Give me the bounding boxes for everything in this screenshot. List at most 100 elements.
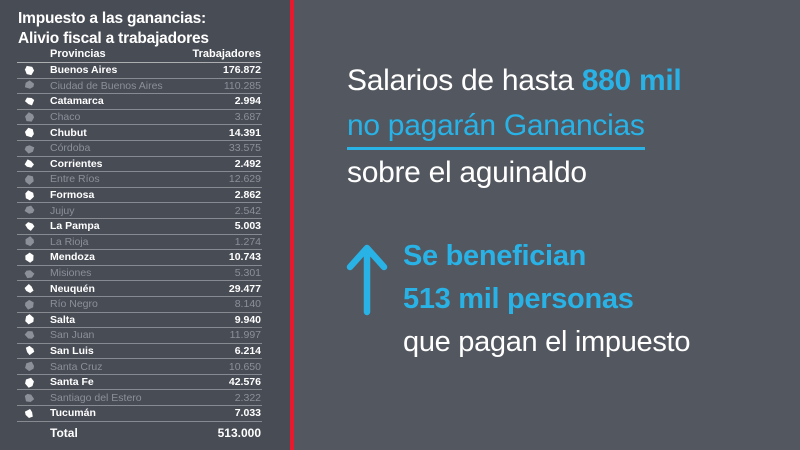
table-row: Chaco 3.687 [17, 110, 262, 126]
workers-count: 110.285 [223, 79, 261, 92]
province-shape-icon [23, 236, 35, 248]
table-row: Buenos Aires 176.872 [17, 63, 262, 79]
ganancias-link[interactable]: no pagarán Ganancias [347, 108, 645, 150]
panel-title-line1: Impuesto a las ganancias: [18, 10, 206, 27]
province-name: Misiones [50, 267, 92, 280]
red-divider [290, 0, 294, 450]
table-row: San Luis 6.214 [17, 344, 262, 360]
table-row: Tucumán 7.033 [17, 406, 262, 422]
table-row: San Juan 11.997 [17, 328, 262, 344]
workers-count: 8.140 [234, 298, 261, 311]
table-body: Buenos Aires 176.872 Ciudad de Buenos Ai… [17, 63, 262, 422]
province-shape-icon [23, 111, 35, 123]
message-panel: Salarios de hasta 880 mil no pagarán Gan… [294, 0, 800, 450]
benefit-text: Se benefician 513 mil personas que pagan… [403, 235, 690, 364]
province-shape-icon [23, 127, 35, 139]
workers-count: 176.872 [223, 64, 261, 77]
workers-count: 1.274 [234, 235, 261, 248]
benefit-line2: 513 mil personas [403, 283, 634, 315]
total-label: Total [50, 426, 78, 441]
table-row: Córdoba 33.575 [17, 141, 262, 157]
table-row: Mendoza 10.743 [17, 250, 262, 266]
workers-count: 5.301 [234, 267, 261, 280]
table-row: Entre Ríos 12.629 [17, 172, 262, 188]
workers-count: 14.391 [228, 126, 261, 139]
province-name: San Juan [50, 329, 95, 342]
table-row: Misiones 5.301 [17, 266, 262, 282]
panel-title: Impuesto a las ganancias: Alivio fiscal … [18, 9, 290, 49]
province-name: Catamarca [50, 95, 104, 108]
province-shape-icon [23, 361, 35, 373]
province-shape-icon [23, 407, 35, 419]
province-shape-icon [23, 298, 35, 310]
column-header-trabajadores: Trabajadores [192, 48, 261, 60]
province-shape-icon [23, 329, 35, 341]
province-shape-icon [23, 158, 35, 170]
table-row: Jujuy 2.542 [17, 203, 262, 219]
table-row: Santa Cruz 10.650 [17, 359, 262, 375]
benefit-block: Se benefician 513 mil personas que pagan… [344, 235, 690, 364]
province-shape-icon [23, 376, 35, 388]
province-shape-icon [23, 267, 35, 279]
workers-count: 2.994 [234, 95, 261, 108]
province-name: Tucumán [50, 407, 96, 420]
province-name: Ciudad de Buenos Aires [50, 79, 163, 92]
province-name: Córdoba [50, 142, 91, 155]
table-row: La Pampa 5.003 [17, 219, 262, 235]
province-name: Jujuy [50, 204, 75, 217]
province-shape-icon [23, 392, 35, 404]
workers-count: 9.940 [234, 313, 261, 326]
table-row: Corrientes 2.492 [17, 157, 262, 173]
province-shape-icon [23, 205, 35, 217]
province-name: Buenos Aires [50, 64, 118, 77]
province-name: Neuquén [50, 282, 95, 295]
province-name: Salta [50, 313, 76, 326]
headline-line3: sobre el aguinaldo [347, 156, 587, 189]
workers-count: 6.214 [234, 344, 261, 357]
total-row: Total 513.000 [17, 422, 262, 445]
province-name: Corrientes [50, 157, 103, 170]
province-shape-icon [23, 345, 35, 357]
column-header-provincias: Provincias [50, 48, 106, 60]
workers-count: 12.629 [228, 173, 261, 186]
headline-highlight: 880 mil [581, 64, 682, 97]
up-arrow-icon [346, 244, 388, 316]
workers-count: 2.492 [234, 157, 261, 170]
table-row: Neuquén 29.477 [17, 281, 262, 297]
headline: Salarios de hasta 880 mil no pagarán Gan… [347, 58, 682, 195]
table-row: Río Negro 8.140 [17, 297, 262, 313]
workers-count: 2.542 [234, 204, 261, 217]
province-name: Santa Cruz [50, 360, 103, 373]
benefit-line1: Se benefician [403, 240, 587, 272]
province-shape-icon [23, 220, 35, 232]
workers-count: 2.862 [234, 189, 261, 202]
province-name: Mendoza [50, 251, 95, 264]
table-row: Santa Fe 42.576 [17, 375, 262, 391]
headline-part1: Salarios de hasta [347, 64, 582, 97]
province-name: Santa Fe [50, 376, 94, 389]
table-row: Chubut 14.391 [17, 125, 262, 141]
provinces-panel: Impuesto a las ganancias: Alivio fiscal … [0, 0, 290, 450]
province-shape-icon [23, 80, 35, 92]
province-name: San Luis [50, 344, 94, 357]
province-name: Chubut [50, 126, 87, 139]
workers-count: 42.576 [228, 376, 261, 389]
province-name: La Pampa [50, 220, 100, 233]
table-row: Catamarca 2.994 [17, 94, 262, 110]
table-row: Salta 9.940 [17, 313, 262, 329]
province-shape-icon [23, 283, 35, 295]
province-shape-icon [23, 314, 35, 326]
table-header: Provincias Trabajadores [17, 47, 262, 63]
province-shape-icon [23, 189, 35, 201]
province-name: Chaco [50, 111, 81, 124]
province-name: Santiago del Estero [50, 391, 142, 404]
workers-count: 29.477 [228, 282, 261, 295]
workers-count: 2.322 [234, 391, 261, 404]
workers-count: 7.033 [234, 407, 261, 420]
total-value: 513.000 [217, 426, 261, 441]
province-name: Entre Ríos [50, 173, 100, 186]
province-name: Río Negro [50, 298, 98, 311]
provinces-table: Provincias Trabajadores Buenos Aires 176… [17, 47, 262, 445]
province-name: Formosa [50, 189, 95, 202]
